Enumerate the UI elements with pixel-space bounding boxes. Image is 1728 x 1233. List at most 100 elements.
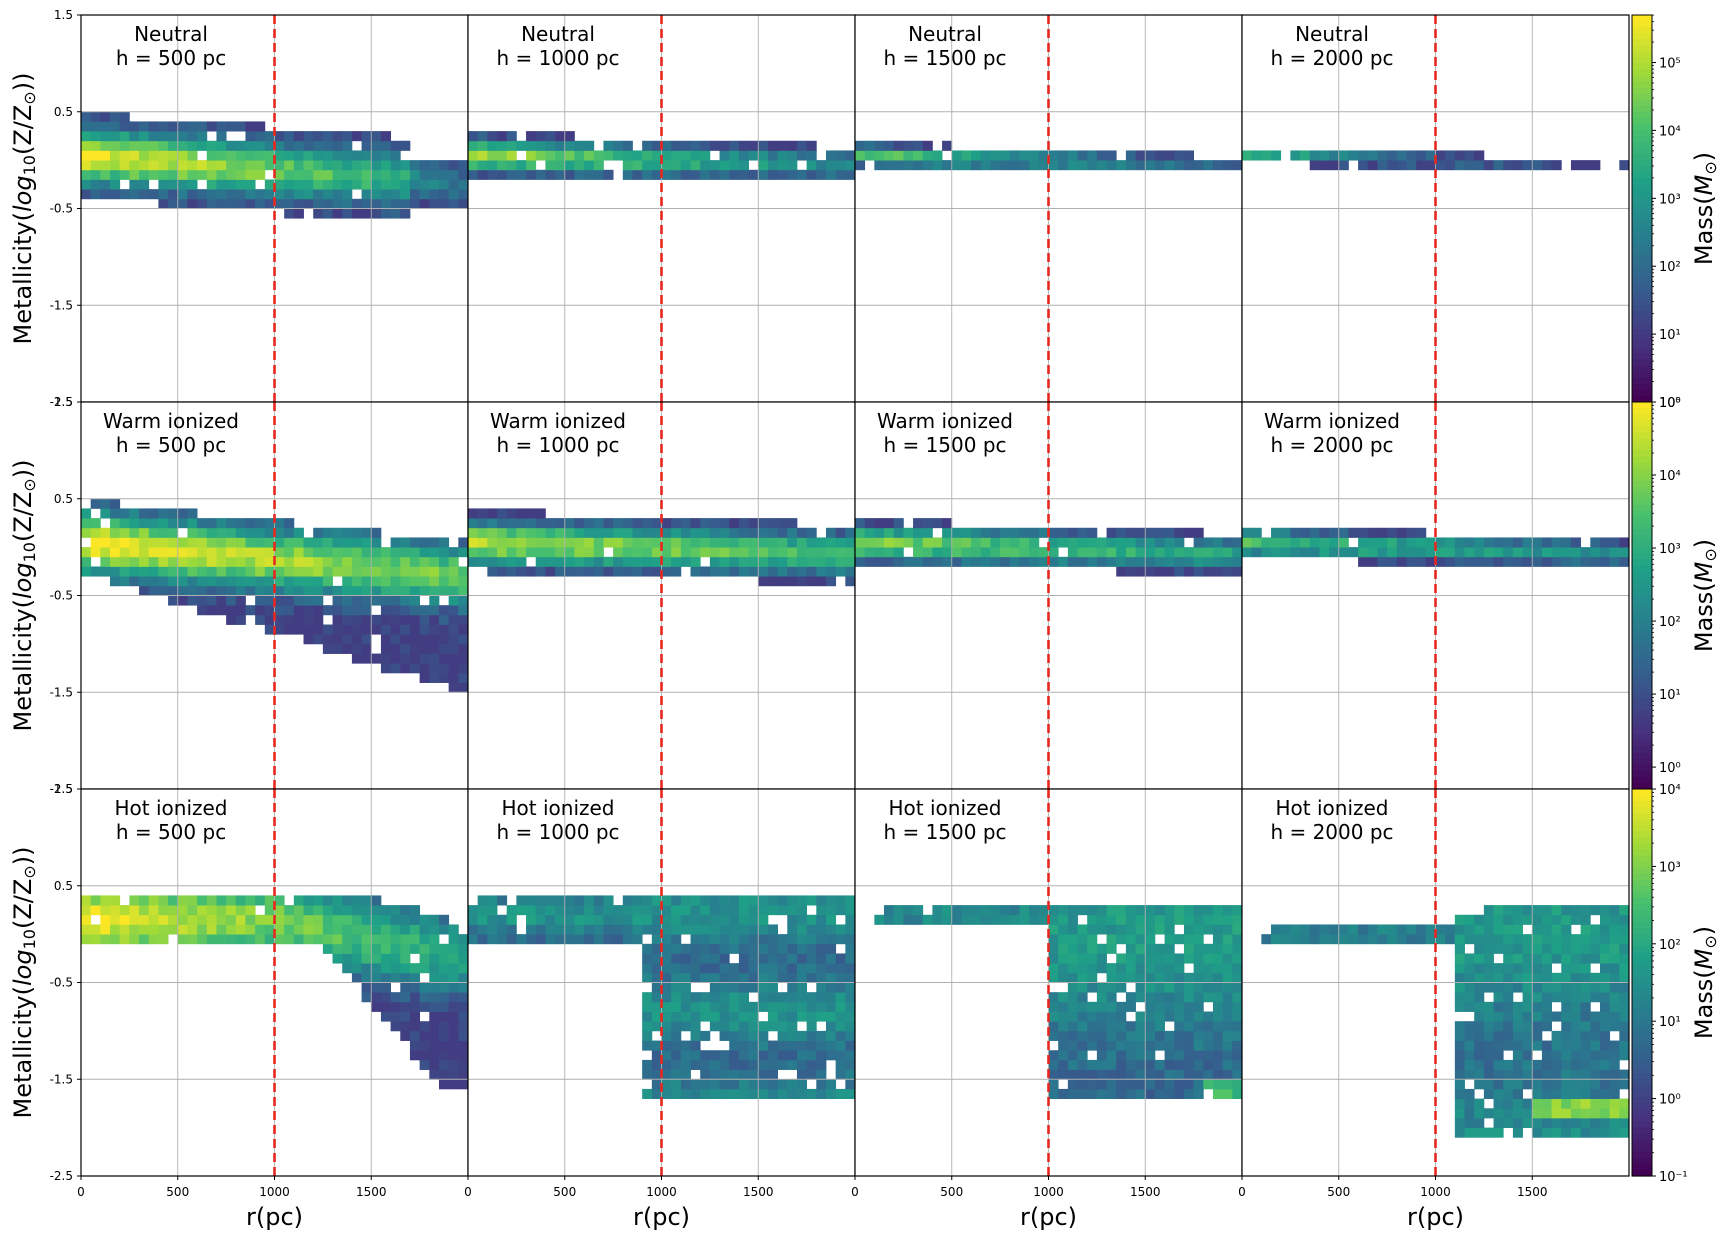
heatmap-cell bbox=[90, 905, 101, 916]
heatmap-cell bbox=[1145, 547, 1156, 558]
heatmap-cell bbox=[729, 1088, 740, 1099]
heatmap-cell bbox=[1203, 566, 1214, 577]
heatmap-cell bbox=[1483, 1040, 1494, 1051]
heatmap-cell bbox=[932, 160, 943, 171]
heatmap-cell bbox=[380, 131, 392, 142]
colorbar-segment bbox=[1632, 655, 1652, 663]
heatmap-cell bbox=[284, 934, 295, 945]
heatmap-cell bbox=[448, 1011, 459, 1022]
heatmap-cell bbox=[1483, 160, 1494, 171]
panel-title: Hot ionized bbox=[115, 796, 228, 820]
heatmap-cell bbox=[351, 566, 362, 577]
heatmap-cell bbox=[438, 198, 450, 209]
colorbar-segment bbox=[1632, 57, 1652, 64]
heatmap-cell bbox=[506, 160, 517, 171]
heatmap-cell bbox=[139, 179, 150, 190]
heatmap-cell bbox=[1077, 1069, 1088, 1080]
heatmap-cell bbox=[284, 547, 295, 558]
heatmap-cell bbox=[313, 547, 324, 558]
colorbar-tick-label: 10³ bbox=[1659, 860, 1681, 875]
heatmap-cell bbox=[158, 198, 169, 209]
heatmap-cell bbox=[729, 537, 740, 548]
heatmap-cell bbox=[342, 934, 353, 945]
heatmap-cell bbox=[216, 179, 227, 190]
heatmap-cell bbox=[468, 527, 479, 538]
heatmap-cell bbox=[1599, 1021, 1611, 1032]
heatmap-cell bbox=[332, 905, 343, 916]
heatmap-cell bbox=[913, 905, 924, 916]
heatmap-cell bbox=[680, 556, 691, 567]
heatmap-cell bbox=[613, 150, 624, 161]
heatmap-cell bbox=[390, 914, 401, 925]
heatmap-cell bbox=[526, 934, 537, 945]
heatmap-cell bbox=[777, 1079, 788, 1090]
heatmap-cell bbox=[613, 527, 624, 538]
heatmap-cell bbox=[845, 972, 856, 983]
heatmap-cell bbox=[448, 1050, 459, 1061]
colorbar-segment bbox=[1632, 728, 1652, 736]
heatmap-cell bbox=[845, 1069, 856, 1080]
heatmap-cell bbox=[438, 1069, 450, 1080]
heatmap-cell bbox=[777, 1050, 788, 1061]
heatmap-cell bbox=[806, 943, 817, 954]
heatmap-cell bbox=[380, 924, 392, 935]
heatmap-cell bbox=[448, 982, 459, 993]
heatmap-cell bbox=[729, 1001, 740, 1012]
heatmap-cell bbox=[409, 1001, 421, 1012]
heatmap-cell bbox=[642, 1088, 653, 1099]
heatmap-cell bbox=[477, 905, 488, 916]
heatmap-cell bbox=[351, 624, 362, 635]
heatmap-cell bbox=[226, 189, 237, 200]
heatmap-cell bbox=[700, 1050, 711, 1061]
heatmap-cell bbox=[825, 943, 837, 954]
heatmap-cell bbox=[1203, 556, 1214, 567]
heatmap-cell bbox=[961, 905, 972, 916]
heatmap-cell bbox=[1619, 1098, 1630, 1109]
heatmap-cell bbox=[284, 140, 295, 151]
heatmap-cell bbox=[1222, 1050, 1233, 1061]
heatmap-cell bbox=[419, 963, 430, 974]
heatmap-cell bbox=[1532, 537, 1543, 548]
heatmap-cell bbox=[1532, 1079, 1543, 1090]
heatmap-cell bbox=[1125, 556, 1136, 567]
heatmap-cell bbox=[303, 914, 314, 925]
heatmap-cell bbox=[535, 537, 546, 548]
heatmap-cell bbox=[748, 982, 759, 993]
heatmap-cell bbox=[110, 527, 121, 538]
heatmap-cell bbox=[845, 1030, 856, 1041]
heatmap-cell bbox=[1503, 1079, 1514, 1090]
heatmap-cell bbox=[110, 914, 121, 925]
heatmap-cell bbox=[796, 895, 808, 906]
heatmap-cell bbox=[1106, 160, 1117, 171]
heatmap-cell bbox=[274, 189, 285, 200]
heatmap-cell bbox=[1619, 905, 1630, 916]
heatmap-cell bbox=[351, 547, 362, 558]
heatmap-cell bbox=[139, 934, 150, 945]
heatmap-cell bbox=[1232, 1059, 1243, 1070]
heatmap-cell bbox=[709, 963, 720, 974]
heatmap-cell bbox=[284, 924, 295, 935]
heatmap-cell bbox=[787, 537, 798, 548]
heatmap-cell bbox=[980, 905, 991, 916]
heatmap-cell bbox=[1000, 537, 1011, 548]
heatmap-cell bbox=[458, 653, 469, 664]
heatmap-cell bbox=[787, 992, 798, 1003]
heatmap-cell bbox=[351, 934, 362, 945]
heatmap-cell bbox=[1135, 537, 1146, 548]
heatmap-cell bbox=[1077, 992, 1088, 1003]
heatmap-cell bbox=[1290, 547, 1301, 558]
heatmap-cell bbox=[448, 1079, 459, 1090]
heatmap-cell bbox=[1329, 527, 1340, 538]
heatmap-cell bbox=[758, 169, 769, 180]
heatmap-cell bbox=[322, 527, 333, 538]
heatmap-cell bbox=[535, 556, 546, 567]
heatmap-cell bbox=[1271, 547, 1282, 558]
heatmap-cell bbox=[419, 643, 430, 654]
heatmap-cell bbox=[545, 556, 556, 567]
heatmap-cell bbox=[1232, 1021, 1243, 1032]
heatmap-cell bbox=[371, 576, 382, 587]
heatmap-cell bbox=[1570, 953, 1582, 964]
heatmap-cell bbox=[574, 140, 585, 151]
heatmap-cell bbox=[351, 914, 362, 925]
heatmap-cell bbox=[1561, 1059, 1572, 1070]
